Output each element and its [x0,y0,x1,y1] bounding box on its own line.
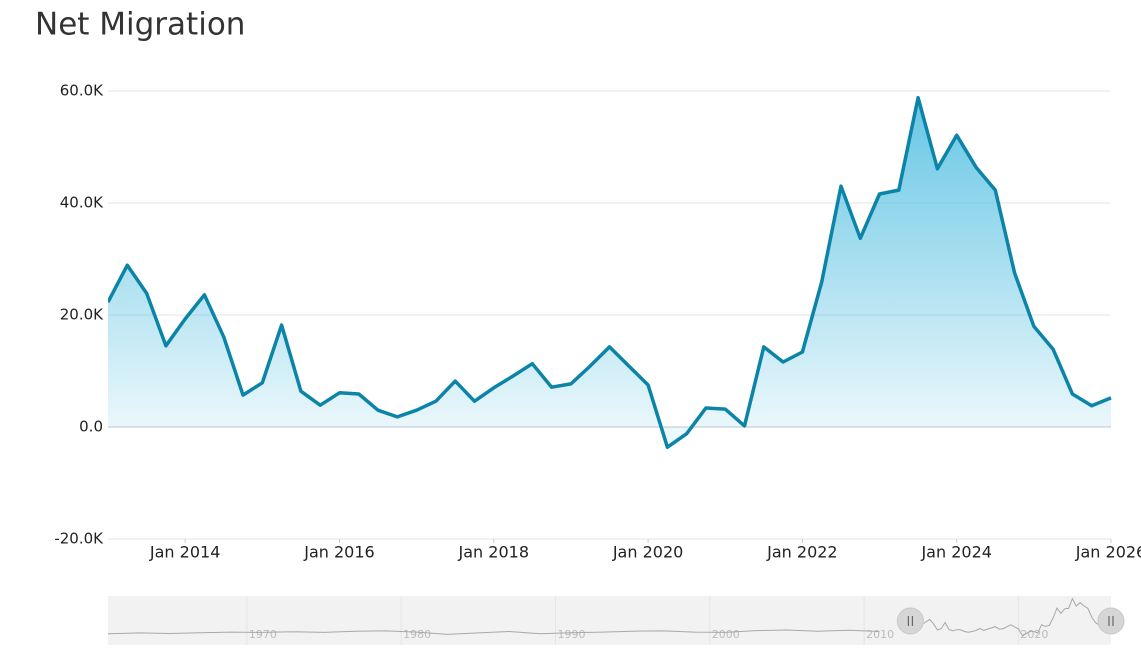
navigator-tick-label: 1980 [403,628,431,641]
navigator-handle[interactable] [896,607,924,635]
y-tick-label: 40.0K [60,194,104,212]
navigator-handle-knob[interactable] [1097,607,1125,635]
navigator-tick-label: 1990 [557,628,585,641]
x-tick-label: Jan 2016 [303,543,374,562]
navigator-series-line [910,597,1112,637]
y-tick-label: -20.0K [54,530,104,548]
x-tick-label: Jan 2022 [766,543,837,562]
line [108,95,1112,449]
x-tick-label: Jan 2018 [458,543,529,562]
navigator-line [107,629,880,635]
x-tick-label: Jan 2014 [149,543,220,562]
navigator-tick-label: 2010 [866,628,894,641]
x-tick-label: Jan 2020 [612,543,683,562]
y-tick-label: 20.0K [60,306,104,324]
y-tick-label: 60.0K [60,82,104,100]
area-fill [108,97,1111,448]
x-tick-label: Jan 2026 [1075,543,1141,562]
navigator-tick-label: 2020 [1020,628,1048,641]
navigator-tick-label: 2000 [712,628,740,641]
chart-title: Net Migration [35,7,245,43]
navigator-tick-label: 1970 [249,628,277,641]
navigator-background [108,596,1111,645]
x-tick-label: Jan 2024 [920,543,991,562]
navigator-handle[interactable] [1097,607,1125,635]
y-tick-label: 0.0 [79,418,103,436]
navigator-handle-knob[interactable] [896,607,924,635]
